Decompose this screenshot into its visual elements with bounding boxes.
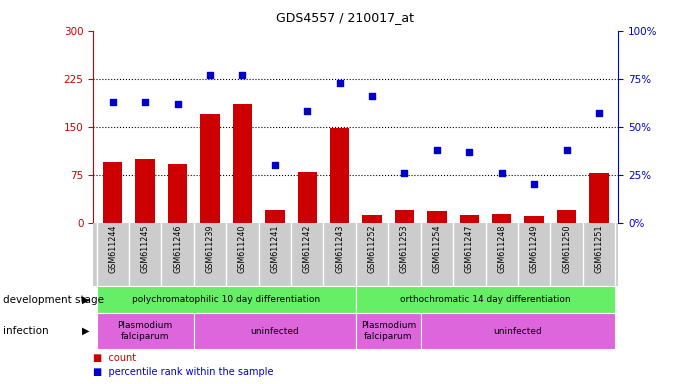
Bar xyxy=(524,216,544,223)
Bar xyxy=(460,215,479,223)
Text: development stage: development stage xyxy=(3,295,104,305)
Point xyxy=(237,72,248,78)
Text: infection: infection xyxy=(3,326,49,336)
Bar xyxy=(135,159,155,223)
Text: GSM611248: GSM611248 xyxy=(498,225,507,273)
Point xyxy=(594,110,605,116)
Bar xyxy=(589,173,609,223)
Bar xyxy=(362,215,382,223)
Text: ▶: ▶ xyxy=(82,326,90,336)
Text: ▶: ▶ xyxy=(82,295,90,305)
Text: Plasmodium
falciparum: Plasmodium falciparum xyxy=(361,321,416,341)
Text: GSM611239: GSM611239 xyxy=(205,225,214,273)
Text: GSM611240: GSM611240 xyxy=(238,225,247,273)
Bar xyxy=(298,172,317,223)
Point xyxy=(464,149,475,155)
Point xyxy=(302,108,313,114)
Point xyxy=(529,181,540,187)
Point xyxy=(561,147,572,153)
Point xyxy=(140,99,151,105)
Text: GSM611243: GSM611243 xyxy=(335,225,344,273)
Text: GSM611250: GSM611250 xyxy=(562,225,571,273)
Text: GSM611245: GSM611245 xyxy=(141,225,150,273)
Bar xyxy=(427,211,446,223)
Bar xyxy=(168,164,187,223)
Bar xyxy=(395,210,414,223)
Text: uninfected: uninfected xyxy=(250,327,299,336)
Bar xyxy=(200,114,220,223)
Point xyxy=(205,72,216,78)
Point xyxy=(496,170,507,176)
Bar xyxy=(233,104,252,223)
Text: GSM611247: GSM611247 xyxy=(465,225,474,273)
Text: uninfected: uninfected xyxy=(493,327,542,336)
Text: polychromatophilic 10 day differentiation: polychromatophilic 10 day differentiatio… xyxy=(132,295,320,304)
Text: GSM611251: GSM611251 xyxy=(594,225,603,273)
Point xyxy=(431,147,442,153)
Point xyxy=(172,101,183,107)
Text: GSM611253: GSM611253 xyxy=(400,225,409,273)
Bar xyxy=(557,210,576,223)
Point xyxy=(269,162,281,168)
Text: Plasmodium
falciparum: Plasmodium falciparum xyxy=(117,321,173,341)
Text: GSM611246: GSM611246 xyxy=(173,225,182,273)
Point xyxy=(399,170,410,176)
Text: ■  percentile rank within the sample: ■ percentile rank within the sample xyxy=(93,367,274,377)
Bar xyxy=(492,214,511,223)
Text: GSM611249: GSM611249 xyxy=(530,225,539,273)
Bar xyxy=(265,210,285,223)
Text: GSM611244: GSM611244 xyxy=(108,225,117,273)
Text: orthochromatic 14 day differentiation: orthochromatic 14 day differentiation xyxy=(400,295,571,304)
Point xyxy=(334,79,346,86)
Bar xyxy=(330,128,350,223)
Point xyxy=(107,99,118,105)
Point xyxy=(366,93,377,99)
Text: GSM611252: GSM611252 xyxy=(368,225,377,273)
Text: GSM611242: GSM611242 xyxy=(303,225,312,273)
Text: ■  count: ■ count xyxy=(93,353,136,363)
Bar xyxy=(103,162,122,223)
Text: GSM611241: GSM611241 xyxy=(270,225,279,273)
Text: GDS4557 / 210017_at: GDS4557 / 210017_at xyxy=(276,12,415,25)
Text: GSM611254: GSM611254 xyxy=(433,225,442,273)
